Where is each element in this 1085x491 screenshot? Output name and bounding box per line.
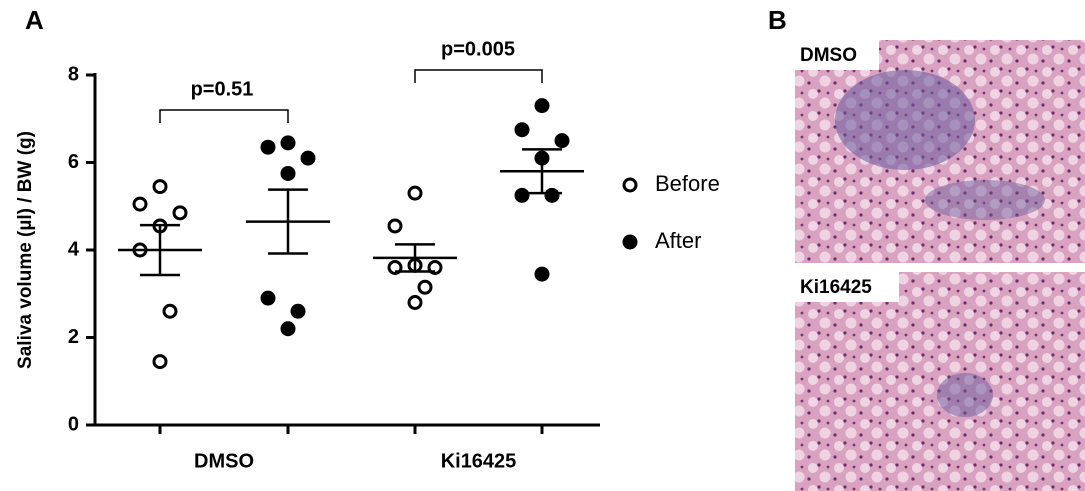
y-axis-label: Saliva volume (µl) / BW (g): [15, 131, 36, 369]
y-tick-label: 4: [68, 238, 80, 260]
data-point: [162, 303, 178, 319]
image-label: DMSO: [800, 45, 857, 66]
data-point: [417, 279, 433, 295]
legend-marker: [622, 234, 638, 250]
image-label: Ki16425: [800, 277, 872, 298]
x-tick-label: DMSO: [194, 450, 254, 472]
y-tick-label: 0: [68, 413, 79, 435]
histology-image: [795, 40, 1085, 263]
data-point: [387, 218, 403, 234]
x-tick-label: Ki16425: [441, 450, 517, 472]
legend-marker: [622, 177, 638, 193]
data-point: [407, 295, 423, 310]
data-point: [514, 187, 530, 203]
data-point: [280, 165, 296, 181]
panel-label: A: [25, 5, 44, 35]
data-point: [300, 150, 316, 166]
data-point: [152, 179, 168, 195]
panel-label: B: [768, 5, 787, 35]
data-point: [280, 135, 296, 151]
data-point: [172, 205, 188, 221]
data-point: [260, 290, 276, 306]
y-tick-label: 8: [68, 63, 79, 85]
data-point: [290, 303, 306, 319]
y-tick-label: 2: [68, 326, 79, 348]
data-point: [534, 266, 550, 282]
bracket: [159, 69, 543, 123]
data-point: [407, 185, 423, 201]
y-tick-label: 6: [68, 151, 79, 173]
data-point: [514, 122, 530, 138]
data-point: [260, 139, 276, 155]
data-point: [554, 133, 570, 149]
data-point: [534, 98, 550, 114]
data-point: [152, 354, 168, 370]
legend-label: Before: [655, 171, 720, 196]
data-point: [132, 196, 148, 212]
annotation: p=0.51: [191, 78, 254, 100]
annotation: p=0.005: [441, 38, 515, 60]
histology-image: [795, 272, 1085, 491]
data-point: [280, 321, 296, 337]
legend-label: After: [655, 228, 701, 253]
data-point: [544, 187, 560, 203]
